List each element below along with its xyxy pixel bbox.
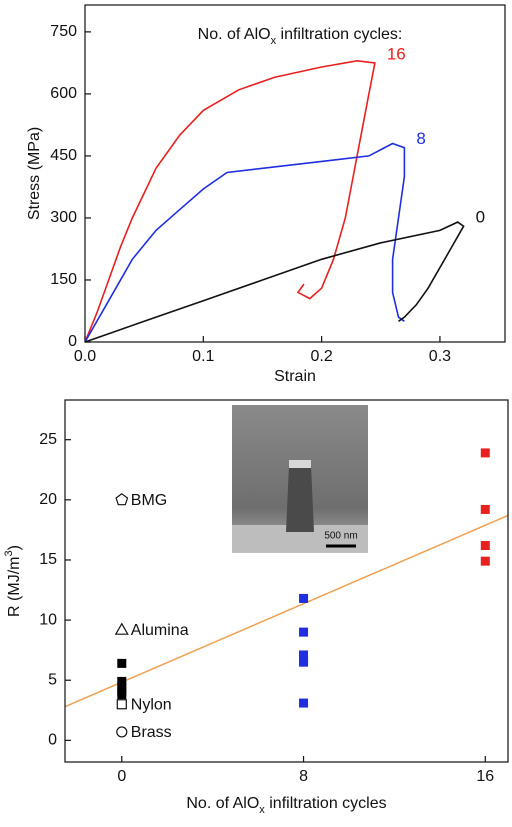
- text-part: infiltration cycles: [265, 795, 387, 812]
- x-tick-label: 0.0: [74, 348, 96, 365]
- plot-frame: [64, 399, 509, 763]
- annotation: No. of AlOx infiltration cycles:: [198, 26, 403, 47]
- y-tick-label: 25: [39, 431, 57, 448]
- point: [480, 556, 490, 566]
- y-tick-label: 15: [39, 551, 57, 568]
- y-tick-label: 0: [68, 333, 77, 350]
- series-label: 8: [416, 129, 425, 148]
- point-label: Brass: [131, 724, 172, 741]
- text-part: No. of AlO: [198, 26, 271, 43]
- fit-line: [64, 514, 509, 708]
- x-tick-label: 0.3: [429, 348, 451, 365]
- y-axis-label: Stress (MPa): [26, 127, 43, 220]
- point: [117, 681, 127, 691]
- text-part: x: [259, 804, 265, 816]
- point-label: BMG: [131, 492, 167, 509]
- point: [116, 726, 128, 738]
- x-tick-label: 16: [476, 768, 494, 785]
- y-tick-label: 20: [39, 491, 57, 508]
- point: [117, 690, 127, 700]
- text-part: R (MJ/m: [6, 557, 23, 617]
- x-tick-label: 8: [299, 768, 308, 785]
- series-line: [84, 142, 406, 343]
- point: [117, 658, 127, 668]
- point-label: Nylon: [131, 696, 172, 713]
- x-tick-label: 0: [117, 768, 126, 785]
- text-part: 3: [3, 550, 15, 556]
- point-label: Alumina: [131, 622, 189, 639]
- x-axis-label: Strain: [274, 368, 316, 385]
- plot-frame: [84, 4, 506, 343]
- x-tick-label: 0.1: [192, 348, 214, 365]
- point: [115, 493, 129, 506]
- x-axis-label: No. of AlOx infiltration cycles: [186, 795, 386, 816]
- point: [480, 504, 490, 514]
- y-tick-label: 600: [50, 85, 77, 102]
- y-tick-label: 450: [50, 147, 77, 164]
- point: [299, 627, 309, 637]
- y-tick-label: 750: [50, 23, 77, 40]
- point: [299, 593, 309, 603]
- point: [480, 448, 490, 458]
- point: [116, 699, 127, 710]
- text-part: infiltration cycles:: [276, 26, 402, 43]
- y-tick-label: 150: [50, 271, 77, 288]
- y-tick-label: 5: [48, 671, 57, 688]
- inset-pillar: [286, 465, 314, 532]
- point: [299, 698, 309, 708]
- series-label: 16: [387, 44, 406, 63]
- series-label: 0: [476, 208, 485, 227]
- point: [114, 622, 129, 635]
- series-line: [84, 59, 376, 343]
- text-part: ): [6, 545, 23, 550]
- y-tick-label: 10: [39, 611, 57, 628]
- y-axis-label: R (MJ/m3): [3, 545, 23, 617]
- text-part: No. of AlO: [186, 795, 259, 812]
- point: [299, 650, 309, 660]
- point: [480, 541, 490, 551]
- inset-pillar-top: [289, 460, 311, 468]
- inset-image: 500 nm: [232, 405, 368, 553]
- inset-scale-label: 500 nm: [324, 531, 357, 542]
- point: [117, 676, 127, 686]
- text-part: x: [271, 35, 277, 47]
- x-tick-label: 0.2: [310, 348, 332, 365]
- series-line: [84, 221, 465, 343]
- y-tick-label: 300: [50, 209, 77, 226]
- y-tick-label: 0: [48, 732, 57, 749]
- point: [299, 657, 309, 667]
